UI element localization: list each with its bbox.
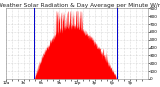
Title: Milwaukee Weather Solar Radiation & Day Average per Minute W/m² (Today): Milwaukee Weather Solar Radiation & Day … (0, 2, 160, 8)
